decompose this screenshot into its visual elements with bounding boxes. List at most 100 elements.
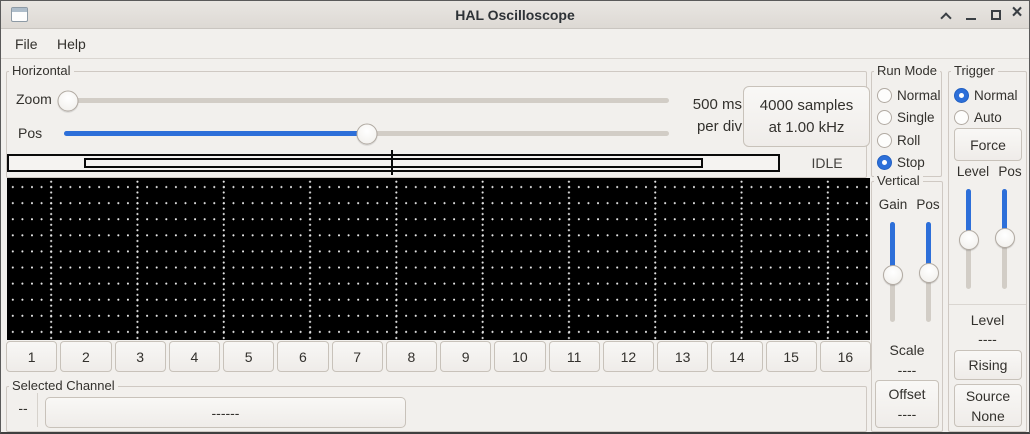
time-per-div-unit: per div: [696, 118, 742, 135]
channel-button-14[interactable]: 14: [711, 341, 763, 372]
edge-button-label: Rising: [968, 357, 1008, 373]
trigger-auto-radio[interactable]: Auto: [954, 107, 1002, 127]
vertical-pos-fill: [926, 222, 931, 273]
horizontal-frame-label: Horizontal: [9, 63, 74, 78]
offset-button[interactable]: Offset ----: [875, 380, 939, 428]
close-button[interactable]: ×: [1008, 3, 1026, 24]
radio-label: Auto: [974, 109, 1002, 125]
trigger-level-column-label: Level: [956, 164, 990, 179]
channel-button-12[interactable]: 12: [602, 341, 654, 372]
minimize-button[interactable]: [962, 6, 980, 24]
channel-button-row: 1 2 3 4 5 6 7 8 9 10 11 12 13 14 15 16: [6, 341, 871, 372]
channel-button-9[interactable]: 9: [440, 341, 492, 372]
vertical-frame-label: Vertical: [874, 173, 923, 188]
run-mode-frame: Run Mode Normal Single Roll Stop: [871, 63, 942, 177]
run-mode-stop-radio[interactable]: Stop: [877, 152, 925, 172]
menu-help[interactable]: Help: [57, 36, 86, 52]
gain-slider-fill: [890, 222, 895, 275]
channel-button-2[interactable]: 2: [60, 341, 112, 372]
vertical-frame: Vertical Gain Pos Scale ---- Offset ----: [871, 173, 943, 432]
radio-selected-icon: [877, 154, 892, 170]
channel-button-4[interactable]: 4: [168, 341, 220, 372]
trigger-level-fill: [966, 189, 971, 240]
menu-file[interactable]: File: [15, 36, 38, 52]
trigger-source-button[interactable]: Source None: [954, 384, 1022, 427]
source-button-value: None: [971, 407, 1005, 424]
run-mode-roll-radio[interactable]: Roll: [877, 130, 920, 150]
time-per-div-label: 500 ms per div: [657, 94, 742, 138]
trigger-pos-column-label: Pos: [998, 164, 1022, 179]
window-title: HAL Oscilloscope: [455, 7, 575, 23]
selected-channel-frame-label: Selected Channel: [9, 378, 118, 393]
channel-button-8[interactable]: 8: [385, 341, 437, 372]
radio-label: Stop: [897, 154, 925, 170]
radio-selected-icon: [954, 87, 969, 103]
vertical-gain-column-label: Gain: [878, 197, 908, 212]
channel-button-1[interactable]: 1: [6, 341, 58, 372]
radio-icon: [877, 132, 892, 148]
scale-caption: Scale: [889, 342, 925, 358]
channel-button-15[interactable]: 15: [765, 341, 817, 372]
trigger-separator: [949, 304, 1026, 305]
radio-label: Normal: [897, 87, 941, 103]
gain-slider-handle[interactable]: [882, 265, 903, 285]
radio-label: Normal: [974, 87, 1018, 103]
force-trigger-button[interactable]: Force: [954, 128, 1022, 161]
radio-icon: [954, 109, 969, 125]
offset-button-value: ----: [897, 406, 917, 422]
trigger-level-slider[interactable]: [958, 189, 979, 289]
run-mode-frame-label: Run Mode: [874, 63, 940, 78]
sample-rate-button[interactable]: 4000 samples at 1.00 kHz: [743, 86, 870, 147]
sample-count-text: 4000 samples: [759, 96, 854, 114]
status-label: IDLE: [811, 155, 843, 171]
horizontal-frame: Horizontal Zoom Pos 500 ms per div 4000 …: [6, 63, 870, 178]
maximize-button[interactable]: [987, 6, 1005, 24]
trigger-pos-fill: [1002, 189, 1007, 238]
chevron-up-icon: [940, 12, 952, 24]
radio-icon: [877, 87, 892, 103]
vertical-gain-slider[interactable]: [882, 222, 903, 322]
zoom-slider-handle[interactable]: [57, 90, 79, 111]
channel-button-7[interactable]: 7: [331, 341, 383, 372]
record-position-tick: [391, 150, 393, 175]
minimize-icon: [966, 18, 976, 20]
channel-button-11[interactable]: 11: [548, 341, 600, 372]
pos-slider-label: Pos: [18, 125, 43, 141]
channel-button-10[interactable]: 10: [494, 341, 546, 372]
trigger-edge-button[interactable]: Rising: [954, 350, 1022, 380]
offset-button-label: Offset: [888, 386, 926, 402]
selected-channel-separator: [37, 393, 38, 427]
window-icon: [11, 7, 28, 22]
source-button-label: Source: [965, 387, 1011, 404]
channel-button-6[interactable]: 6: [277, 341, 329, 372]
selected-channel-name-button[interactable]: ------: [45, 397, 406, 428]
selected-channel-number: --: [18, 400, 28, 416]
shade-button[interactable]: [937, 6, 955, 24]
channel-button-16[interactable]: 16: [819, 341, 871, 372]
menubar: File Help: [1, 29, 1029, 59]
radio-label: Single: [897, 109, 935, 125]
channel-button-3[interactable]: 3: [114, 341, 166, 372]
channel-button-5[interactable]: 5: [223, 341, 275, 372]
horizontal-pos-slider[interactable]: [64, 123, 669, 144]
radio-icon: [877, 109, 892, 125]
trigger-level-handle[interactable]: [958, 230, 979, 250]
channel-button-13[interactable]: 13: [657, 341, 709, 372]
vertical-pos-handle[interactable]: [918, 263, 939, 283]
force-button-label: Force: [970, 136, 1006, 153]
horizontal-zoom-slider[interactable]: [57, 90, 669, 111]
trigger-pos-slider[interactable]: [994, 189, 1015, 289]
trigger-frame-label: Trigger: [951, 63, 998, 78]
radio-label: Roll: [897, 132, 921, 148]
run-mode-single-radio[interactable]: Single: [877, 107, 935, 127]
trigger-level-value: ----: [978, 331, 997, 347]
trigger-normal-radio[interactable]: Normal: [954, 85, 1018, 105]
trigger-pos-handle[interactable]: [994, 228, 1015, 248]
vertical-pos-slider[interactable]: [918, 222, 939, 322]
pos-slider-handle[interactable]: [356, 123, 377, 144]
scale-value: ----: [897, 362, 917, 378]
titlebar[interactable]: HAL Oscilloscope ×: [1, 1, 1029, 29]
trigger-level-caption: Level: [970, 312, 1005, 328]
run-mode-normal-radio[interactable]: Normal: [877, 85, 941, 105]
